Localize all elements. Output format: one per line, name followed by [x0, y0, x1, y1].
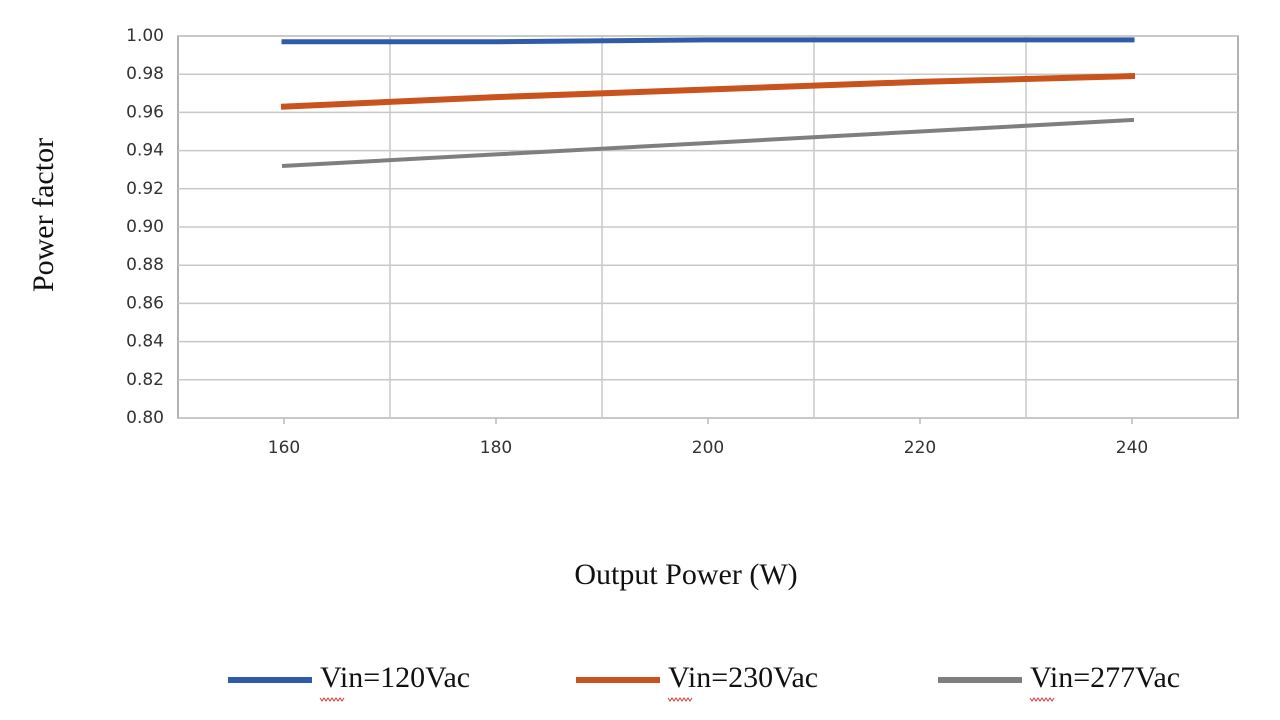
x-tick-label: 180: [480, 438, 512, 458]
spell-underline: [667, 697, 693, 702]
y-tick-label: 0.86: [126, 293, 164, 313]
y-tick-label: 0.92: [126, 179, 164, 199]
x-tick-label: 160: [268, 438, 300, 458]
y-axis-label: Power factor: [27, 138, 60, 292]
y-tick-label: 0.98: [126, 64, 164, 84]
series-line: [281, 117, 1135, 168]
y-tick-label: 0.84: [126, 332, 164, 352]
x-tick-label: 200: [692, 438, 724, 458]
legend-label: Vin=120Vac: [320, 661, 470, 694]
series-line: [280, 73, 1136, 110]
y-tick-label: 0.80: [126, 408, 164, 428]
x-axis-label: Output Power (W): [574, 558, 797, 591]
y-tick-label: 0.88: [126, 255, 164, 275]
legend-label: Vin=277Vac: [1030, 661, 1180, 694]
y-tick-label: 1.00: [126, 26, 164, 46]
y-tick-label: 0.96: [126, 102, 164, 122]
series-line: [281, 37, 1135, 45]
spell-underline: [1029, 697, 1055, 702]
y-tick-label: 0.94: [126, 141, 164, 161]
y-tick-label: 0.90: [126, 217, 164, 237]
legend-label: Vin=230Vac: [668, 661, 818, 694]
spell-underline: [319, 697, 345, 702]
x-tick-label: 240: [1116, 438, 1148, 458]
y-tick-label: 0.82: [126, 370, 164, 390]
x-tick-label: 220: [904, 438, 936, 458]
